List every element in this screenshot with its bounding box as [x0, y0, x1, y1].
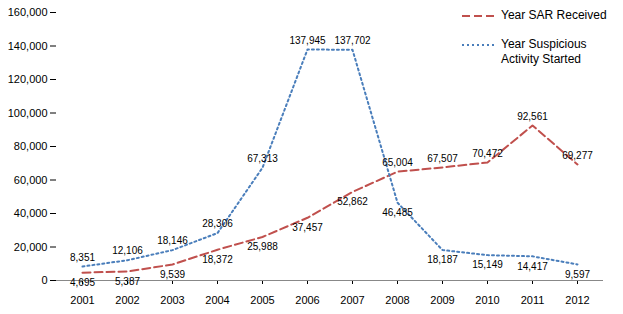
svg-text:100,000: 100,000 [8, 107, 48, 119]
svg-text:20,000: 20,000 [14, 241, 48, 253]
svg-text:140,000: 140,000 [8, 40, 48, 52]
svg-text:69,277: 69,277 [562, 150, 593, 161]
svg-text:5,387: 5,387 [115, 276, 140, 287]
svg-text:70,472: 70,472 [472, 148, 503, 159]
svg-text:137,702: 137,702 [334, 35, 371, 46]
svg-text:2008: 2008 [385, 294, 409, 306]
svg-text:2001: 2001 [70, 294, 94, 306]
svg-text:92,561: 92,561 [517, 111, 548, 122]
svg-text:0: 0 [41, 274, 47, 286]
svg-text:120,000: 120,000 [8, 73, 48, 85]
svg-text:18,372: 18,372 [202, 254, 233, 265]
svg-text:28,306: 28,306 [202, 218, 233, 229]
svg-text:52,862: 52,862 [337, 196, 368, 207]
svg-text:2003: 2003 [160, 294, 184, 306]
svg-text:37,457: 37,457 [292, 222, 323, 233]
svg-text:9,597: 9,597 [565, 269, 590, 280]
svg-text:2002: 2002 [115, 294, 139, 306]
svg-text:160,000: 160,000 [8, 6, 48, 18]
svg-text:46,485: 46,485 [382, 207, 413, 218]
svg-text:2006: 2006 [295, 294, 319, 306]
svg-text:8,351: 8,351 [70, 252, 95, 263]
svg-text:137,945: 137,945 [289, 35, 326, 46]
svg-text:80,000: 80,000 [14, 140, 48, 152]
svg-text:40,000: 40,000 [14, 207, 48, 219]
svg-text:67,507: 67,507 [427, 153, 458, 164]
svg-text:2011: 2011 [521, 294, 545, 306]
svg-text:2010: 2010 [475, 294, 499, 306]
svg-text:2007: 2007 [340, 294, 364, 306]
svg-text:2012: 2012 [565, 294, 589, 306]
svg-text:9,539: 9,539 [160, 269, 185, 280]
svg-text:4,695: 4,695 [70, 277, 95, 288]
html-text:Year Suspicious Activity Start: Year Suspicious Activity Started [501, 37, 587, 66]
svg-text:12,106: 12,106 [112, 245, 143, 256]
svg-text:65,004: 65,004 [382, 157, 413, 168]
svg-text:2005: 2005 [250, 294, 274, 306]
svg-text:60,000: 60,000 [14, 174, 48, 186]
svg-text:14,417: 14,417 [517, 261, 548, 272]
html-text:Year SAR Received: Year SAR Received [501, 8, 607, 22]
svg-text:2009: 2009 [430, 294, 454, 306]
svg-text:67,313: 67,313 [247, 153, 278, 164]
svg-text:18,146: 18,146 [157, 235, 188, 246]
svg-text:25,988: 25,988 [247, 241, 278, 252]
svg-text:18,187: 18,187 [427, 254, 458, 265]
svg-text:2004: 2004 [205, 294, 229, 306]
svg-text:15,149: 15,149 [472, 259, 503, 270]
